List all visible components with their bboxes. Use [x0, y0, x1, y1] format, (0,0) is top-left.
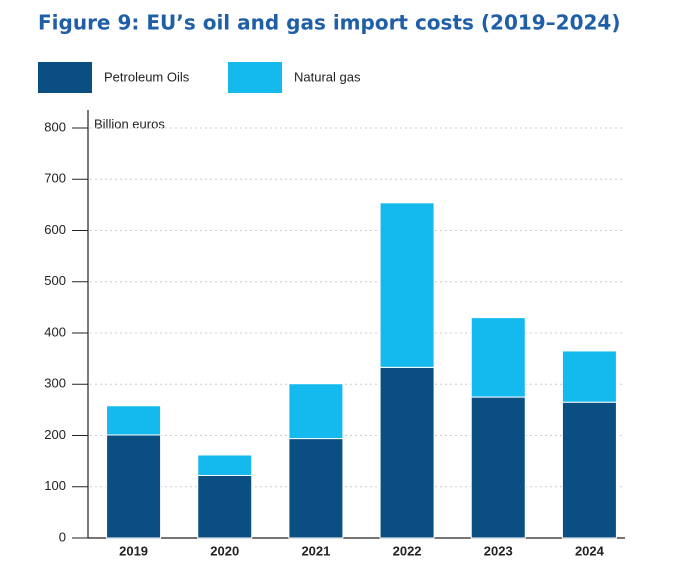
y-tick-label: 200: [44, 427, 66, 442]
bar-segment: [379, 202, 435, 368]
y-tick-label: 0: [59, 529, 66, 544]
bar-segment: [197, 454, 253, 476]
x-tick-label: 2023: [484, 543, 513, 558]
bar-segment: [106, 405, 162, 436]
bar-segment: [379, 366, 435, 539]
y-tick-label: 300: [44, 376, 66, 391]
bar-segment: [106, 434, 162, 539]
bar-segment: [288, 438, 344, 539]
bar-segment: [470, 317, 526, 398]
bar-segment: [561, 401, 617, 539]
x-tick-label: 2022: [393, 543, 422, 558]
legend-swatch: [38, 62, 92, 93]
legend-label: Natural gas: [294, 69, 361, 84]
y-tick-label: 500: [44, 273, 66, 288]
bar-segment: [288, 383, 344, 440]
x-tick-label: 2024: [575, 543, 605, 558]
y-tick-label: 800: [44, 119, 66, 134]
x-tick-label: 2019: [119, 543, 148, 558]
bar-segment: [561, 350, 617, 403]
x-tick-label: 2021: [301, 543, 330, 558]
y-tick-label: 400: [44, 324, 66, 339]
legend-label: Petroleum Oils: [104, 69, 190, 84]
y-axis-label: Billion euros: [94, 116, 165, 131]
bar-segment: [470, 396, 526, 539]
x-tick-label: 2020: [210, 543, 239, 558]
bar-segment: [197, 474, 253, 539]
y-tick-label: 100: [44, 478, 66, 493]
legend-swatch: [228, 62, 282, 93]
y-tick-label: 600: [44, 222, 66, 237]
y-tick-label: 700: [44, 171, 66, 186]
chart-title: Figure 9: EU’s oil and gas import costs …: [38, 11, 621, 35]
